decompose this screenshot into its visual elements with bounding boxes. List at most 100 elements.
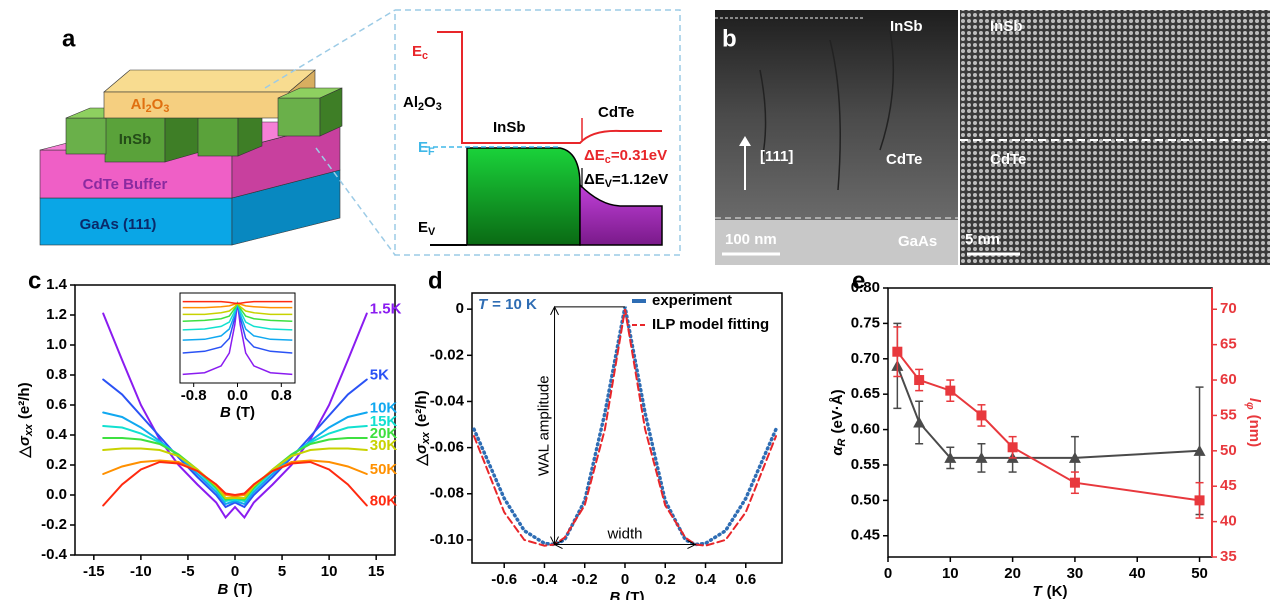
text-part: Al <box>403 94 418 111</box>
band-label: Al2O3 <box>403 94 442 113</box>
band-label: ΔEV=1.12eV <box>584 171 668 190</box>
annotation-arrows <box>550 305 697 549</box>
y-tick-label: -0.4 <box>41 546 68 563</box>
text-part: (nm) <box>1246 415 1263 448</box>
x-tick-label: 10 <box>321 563 338 580</box>
text-part: E <box>418 219 428 236</box>
band-label: EV <box>418 219 436 238</box>
y-tick-label: 0.0 <box>46 486 67 503</box>
text-part: (e²/h) <box>16 382 33 419</box>
text-part: σ <box>16 435 33 446</box>
inset-x-tick-label: 0.8 <box>271 387 292 404</box>
series-line <box>472 306 778 547</box>
text-part: E <box>418 139 428 156</box>
inset-line <box>182 300 293 305</box>
y-axis-label: △σxx (e²/h) <box>413 390 432 466</box>
series-line <box>896 364 1201 459</box>
y-tick-label: 0.55 <box>851 456 880 473</box>
series-line <box>473 309 777 547</box>
x-tick-label: 0 <box>621 571 629 588</box>
y-tick-label: 0.65 <box>851 385 880 402</box>
series-label: 1.5K <box>370 300 402 317</box>
y2-tick-label: 50 <box>1220 442 1237 459</box>
series-line <box>102 378 368 509</box>
series-line <box>102 447 368 499</box>
tem-label: CdTe <box>886 151 922 168</box>
y-tick-label: -0.02 <box>430 346 464 363</box>
marker <box>975 451 988 463</box>
y2-tick-label: 45 <box>1220 477 1237 494</box>
series-line <box>102 425 368 503</box>
inset-x-tick-label: -0.8 <box>181 387 207 404</box>
x-tick-label: -10 <box>130 563 152 580</box>
y2-tick-label: 40 <box>1220 513 1237 530</box>
band-label: InSb <box>493 119 526 136</box>
text-part: α <box>829 446 846 456</box>
series-label: 80K <box>370 492 398 509</box>
text-part: l <box>1246 398 1263 403</box>
text-part: T <box>1033 583 1044 600</box>
text-part: O <box>424 94 436 111</box>
y-tick-label: -0.10 <box>430 531 464 548</box>
band-label: EF <box>418 139 435 158</box>
x-axis-label: B (T) <box>218 581 253 598</box>
text-part: E <box>412 43 422 60</box>
text-part: ΔE <box>584 171 605 188</box>
text-part: (eV·Å) <box>829 389 846 433</box>
series-label: 10K <box>370 399 398 416</box>
x-tick-label: 30 <box>1067 565 1084 582</box>
layer-label: InSb <box>119 131 152 148</box>
y-tick-label: 0.75 <box>851 314 880 331</box>
text-part: △ <box>413 454 430 467</box>
y-tick-label: 0.2 <box>46 456 67 473</box>
tem-label: InSb <box>890 18 923 35</box>
x-tick-label: -15 <box>83 563 105 580</box>
text-part: 2 <box>418 101 424 113</box>
x-tick-label: 10 <box>942 565 959 582</box>
text-part: B <box>610 589 621 600</box>
text-part: =1.12eV <box>612 171 668 188</box>
y-tick-label: 0.50 <box>851 491 880 508</box>
annotation: WAL amplitude <box>536 375 553 476</box>
y2-tick-label: 35 <box>1220 548 1237 565</box>
series-line <box>102 459 368 498</box>
text-part: c <box>605 154 611 166</box>
text-part: Al <box>131 96 146 113</box>
text-part: T <box>478 296 489 313</box>
layer-label: CdTe Buffer <box>83 176 168 193</box>
zoom-lines <box>264 9 681 256</box>
panel-label: c <box>28 267 41 294</box>
text-part: R <box>836 438 848 446</box>
y2-tick-label: 60 <box>1220 371 1237 388</box>
inset-x-label: B (T) <box>220 404 255 421</box>
y-tick-label: 0.60 <box>851 421 880 438</box>
series-label: 5K <box>370 366 389 383</box>
band-label: ΔEc=0.31eV <box>584 147 667 166</box>
tem-image <box>715 10 1270 265</box>
y2-axis-label: lφ (nm) <box>1244 398 1263 447</box>
series-line <box>102 312 368 520</box>
y-axis-label: αR (eV·Å) <box>829 389 848 455</box>
x-axis-label: T (K) <box>1033 583 1068 600</box>
x-tick-label: -0.6 <box>491 571 517 588</box>
text-part: (e²/h) <box>413 390 430 427</box>
x-tick-label: -0.4 <box>532 571 559 588</box>
tem-label: CdTe <box>990 151 1026 168</box>
y-tick-label: 1.2 <box>46 306 67 323</box>
text-part: =0.31eV <box>611 147 667 164</box>
series-line <box>102 460 368 507</box>
marker <box>944 451 957 463</box>
text-part: φ <box>1244 402 1256 410</box>
y-tick-label: -0.06 <box>430 439 464 456</box>
x-tick-label: 0.2 <box>655 571 676 588</box>
tem-label: GaAs <box>898 233 937 250</box>
marker <box>892 346 903 357</box>
text-part: xx <box>23 423 35 437</box>
text-part: (K) <box>1047 583 1068 600</box>
x-tick-label: -5 <box>181 563 194 580</box>
y-tick-label: -0.08 <box>430 485 464 502</box>
x-tick-label: 15 <box>368 563 385 580</box>
text-part: 2 <box>146 103 152 115</box>
y-axis-label: △σxx (e²/h) <box>16 382 35 458</box>
marker <box>1193 444 1206 456</box>
